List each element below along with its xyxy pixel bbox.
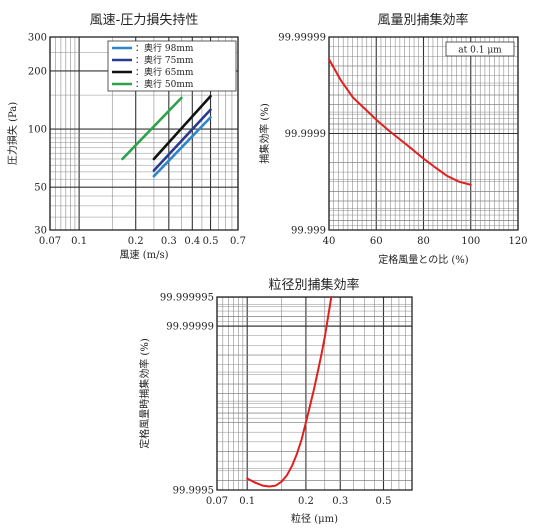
x-tick-label: 0.2 xyxy=(128,236,144,247)
x-tick-label: 100 xyxy=(461,236,480,247)
x-tick-label: 0.1 xyxy=(71,236,87,247)
legend-label: ：奥行 50mm xyxy=(135,78,194,90)
y-tick-label: 200 xyxy=(28,66,47,77)
chart-2-grid xyxy=(328,36,519,231)
chart-2-frame xyxy=(328,36,519,231)
chart-2-xlabel: 定格風量との比 (%) xyxy=(378,253,468,266)
x-tick-label: 0.7 xyxy=(230,236,246,247)
y-tick-label: 99.999995 xyxy=(160,293,214,304)
x-tick-label: 0.1 xyxy=(239,496,255,507)
chart-3-frame xyxy=(216,296,413,491)
y-tick-label: 99.999 xyxy=(291,226,326,237)
series-line-3-1 xyxy=(246,296,333,488)
series-line-1-3 xyxy=(152,94,212,161)
chart-1-xlabel: 風速 (m/s) xyxy=(120,249,169,261)
y-tick-label: 99.9995 xyxy=(173,486,214,497)
legend-box xyxy=(107,40,237,92)
chart-1-frame xyxy=(49,36,239,231)
x-tick-label: 60 xyxy=(370,236,383,247)
chart-3-ylabel: 定格風量時捕集効率 (%) xyxy=(138,338,151,449)
chart-1-title: 風速-圧力損失持性 xyxy=(90,13,199,28)
x-tick-label: 0.4 xyxy=(184,236,200,247)
annotation-text: at 0.1 μm xyxy=(458,46,502,56)
legend-label: ：奥行 75mm xyxy=(135,54,194,66)
series-line-2-1 xyxy=(328,58,472,186)
annotation-box xyxy=(445,41,515,57)
series-line-1-4 xyxy=(121,96,183,161)
y-tick-label: 99.9999 xyxy=(285,129,326,140)
x-tick-label: 120 xyxy=(508,236,527,247)
chart-3-title: 粒径別捕集効率 xyxy=(268,277,359,293)
x-tick-label: 0.5 xyxy=(376,496,392,507)
legend-label: ：奥行 98mm xyxy=(135,42,194,54)
x-tick-label: 80 xyxy=(417,236,430,247)
y-tick-label: 50 xyxy=(34,183,47,194)
y-tick-label: 99.99999 xyxy=(278,33,326,44)
y-tick-label: 300 xyxy=(28,33,47,44)
series-line-1-1 xyxy=(152,116,212,178)
x-tick-label: 0.3 xyxy=(332,496,348,507)
y-tick-label: 30 xyxy=(34,226,47,237)
chart-1-ylabel: 圧力損失 (Pa) xyxy=(6,102,19,165)
chart-2-ylabel: 捕集効率 (%) xyxy=(258,103,271,164)
y-tick-label: 100 xyxy=(28,125,47,136)
x-tick-label: 0.2 xyxy=(298,496,314,507)
x-tick-label: 0.07 xyxy=(206,496,228,507)
x-tick-label: 0.07 xyxy=(39,236,61,247)
x-tick-label: 0.5 xyxy=(203,236,219,247)
chart-3-xlabel: 粒径 (μm) xyxy=(291,512,338,525)
chart-2-title: 風量別捕集効率 xyxy=(377,12,468,28)
x-tick-label: 0.3 xyxy=(161,236,177,247)
chart-3-grid xyxy=(216,296,413,491)
series-line-1-2 xyxy=(152,108,212,172)
x-tick-label: 40 xyxy=(323,236,336,247)
y-tick-label: 99.99999 xyxy=(166,322,214,333)
legend-label: ：奥行 65mm xyxy=(135,66,194,78)
